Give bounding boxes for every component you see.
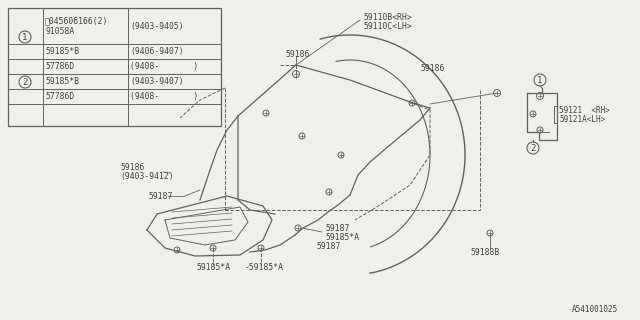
Text: 59185*A: 59185*A xyxy=(325,233,359,242)
Text: 59187: 59187 xyxy=(148,191,172,201)
Text: 1: 1 xyxy=(22,33,28,42)
Bar xyxy=(8,8,221,126)
Text: (9403-9405): (9403-9405) xyxy=(130,21,184,30)
Text: (9406-9407): (9406-9407) xyxy=(130,46,184,55)
Text: 57786D: 57786D xyxy=(45,92,74,100)
Text: (9403-9412): (9403-9412) xyxy=(120,172,173,180)
Text: 59187: 59187 xyxy=(316,242,340,251)
Text: 59110C<LH>: 59110C<LH> xyxy=(363,21,412,30)
Text: 59185*B: 59185*B xyxy=(45,76,79,85)
Text: 59186: 59186 xyxy=(120,163,145,172)
Text: 2: 2 xyxy=(531,143,536,153)
Text: 59188B: 59188B xyxy=(470,247,499,257)
Text: Ⓢ045606166(2): Ⓢ045606166(2) xyxy=(45,17,108,26)
Text: 2: 2 xyxy=(22,77,28,86)
Text: 59185*B: 59185*B xyxy=(45,46,79,55)
Text: 59186: 59186 xyxy=(285,50,309,59)
Text: 59121  <RH>: 59121 <RH> xyxy=(559,106,610,115)
Text: (9403-9407): (9403-9407) xyxy=(130,76,184,85)
Text: 91058A: 91058A xyxy=(45,27,74,36)
Text: 1: 1 xyxy=(538,76,543,84)
Text: A541001025: A541001025 xyxy=(572,305,618,314)
Text: 59187: 59187 xyxy=(325,223,349,233)
Text: 59110B<RH>: 59110B<RH> xyxy=(363,12,412,21)
Text: 59186: 59186 xyxy=(420,63,444,73)
Text: 59121A<LH>: 59121A<LH> xyxy=(559,115,605,124)
Text: 57786D: 57786D xyxy=(45,61,74,70)
Text: -59185*A: -59185*A xyxy=(245,263,284,273)
Text: 59185*A: 59185*A xyxy=(196,263,230,273)
Text: (9408-       ): (9408- ) xyxy=(130,92,198,100)
Text: (9408-       ): (9408- ) xyxy=(130,61,198,70)
